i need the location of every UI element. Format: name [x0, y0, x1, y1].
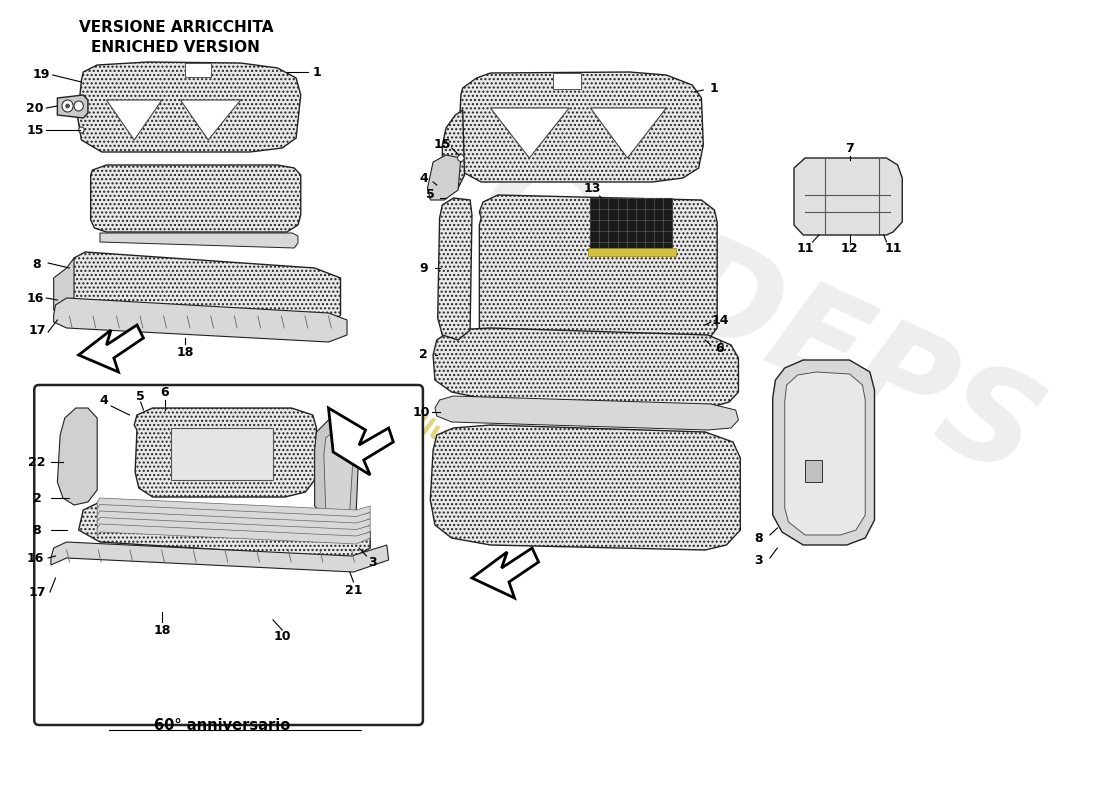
Text: 3: 3 [367, 555, 376, 569]
Text: 4: 4 [99, 394, 108, 406]
Text: 16: 16 [26, 291, 44, 305]
Text: 16: 16 [26, 551, 44, 565]
Text: 11: 11 [884, 242, 902, 254]
Polygon shape [57, 95, 88, 118]
Polygon shape [78, 62, 300, 152]
Text: illustration for parts: illustration for parts [402, 409, 672, 551]
Text: 9: 9 [419, 262, 428, 274]
Text: 4: 4 [419, 171, 428, 185]
Polygon shape [134, 408, 317, 497]
Text: 18: 18 [176, 346, 194, 358]
Text: 6: 6 [716, 342, 724, 354]
Polygon shape [430, 425, 740, 550]
Bar [587, 248, 675, 256]
Polygon shape [97, 511, 371, 531]
Polygon shape [794, 158, 902, 235]
Polygon shape [458, 72, 703, 182]
Text: CODEPS: CODEPS [460, 135, 1058, 505]
Text: 7: 7 [845, 142, 854, 154]
Text: 11: 11 [796, 242, 814, 254]
Polygon shape [180, 100, 241, 140]
Polygon shape [54, 258, 74, 320]
Text: 15: 15 [26, 123, 44, 137]
Polygon shape [323, 428, 353, 518]
Polygon shape [97, 518, 371, 538]
Polygon shape [65, 252, 341, 325]
Text: 8: 8 [33, 258, 42, 271]
Polygon shape [97, 498, 371, 518]
Polygon shape [57, 408, 97, 505]
Polygon shape [97, 524, 371, 544]
Text: 12: 12 [840, 242, 858, 254]
Text: 20: 20 [26, 102, 44, 114]
Polygon shape [51, 542, 388, 572]
Polygon shape [438, 198, 472, 340]
Polygon shape [433, 328, 738, 408]
Polygon shape [107, 100, 162, 140]
Circle shape [74, 101, 84, 111]
Text: 18: 18 [153, 623, 170, 637]
Circle shape [79, 127, 85, 133]
Polygon shape [315, 418, 359, 522]
Text: 19: 19 [33, 69, 51, 82]
Polygon shape [772, 360, 874, 545]
Polygon shape [491, 108, 569, 158]
Text: 13: 13 [584, 182, 601, 194]
Text: 1: 1 [312, 66, 321, 78]
Text: 6: 6 [161, 386, 169, 398]
Bar [185, 63, 211, 77]
Polygon shape [90, 165, 300, 232]
Bar [591, 198, 672, 253]
Text: 15: 15 [433, 138, 451, 151]
Polygon shape [591, 108, 667, 158]
Bar [805, 460, 822, 482]
Bar [172, 428, 273, 480]
Text: 60° anniversario: 60° anniversario [154, 718, 290, 733]
Text: 10: 10 [274, 630, 292, 642]
Text: ENRICHED VERSION: ENRICHED VERSION [91, 41, 261, 55]
Polygon shape [100, 233, 298, 248]
Bar [553, 73, 581, 89]
Text: 22: 22 [29, 455, 46, 469]
Text: 5: 5 [136, 390, 145, 402]
Polygon shape [79, 325, 143, 372]
Text: 3: 3 [755, 554, 763, 566]
Polygon shape [54, 298, 346, 342]
Text: 2: 2 [33, 491, 42, 505]
Text: 1: 1 [710, 82, 718, 94]
Polygon shape [480, 195, 717, 345]
Polygon shape [472, 548, 539, 598]
Polygon shape [434, 396, 738, 430]
Polygon shape [79, 502, 371, 558]
Text: 8: 8 [33, 523, 42, 537]
Text: 14: 14 [712, 314, 728, 326]
Polygon shape [442, 110, 464, 188]
Polygon shape [329, 408, 394, 475]
Text: 8: 8 [755, 531, 763, 545]
FancyBboxPatch shape [34, 385, 422, 725]
Text: 17: 17 [29, 323, 46, 337]
Text: 21: 21 [344, 583, 362, 597]
Text: 2: 2 [419, 349, 428, 362]
Circle shape [458, 154, 464, 162]
Circle shape [62, 100, 73, 112]
Text: 5: 5 [426, 189, 434, 202]
Circle shape [66, 104, 69, 108]
Text: 17: 17 [29, 586, 46, 598]
Polygon shape [784, 372, 866, 535]
Text: VERSIONE ARRICCHITA: VERSIONE ARRICCHITA [78, 21, 273, 35]
Polygon shape [428, 155, 461, 200]
Text: 10: 10 [412, 406, 430, 418]
Polygon shape [97, 505, 371, 525]
